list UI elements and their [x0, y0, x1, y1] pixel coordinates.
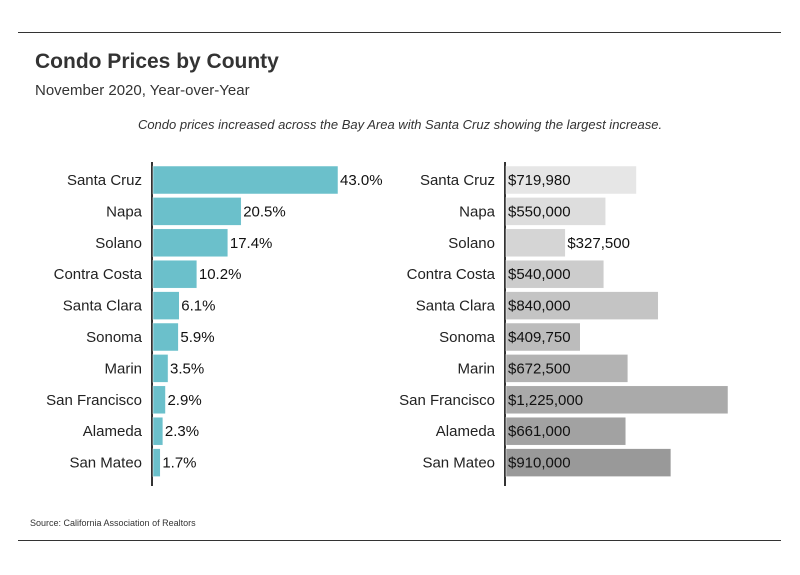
percent-change-chart: Santa Cruz 43.0% Napa 20.5% Solano 17.4% Contr…: [46, 162, 383, 486]
price-value-label: $327,500: [567, 235, 630, 252]
price-value-label: $550,000: [508, 203, 571, 220]
price-bar: [505, 385, 729, 415]
price-value-label: $1,225,000: [508, 392, 583, 409]
pct-bar: [152, 448, 161, 477]
source-note: Source: California Association of Realto…: [30, 518, 196, 528]
pct-bar: [152, 291, 180, 320]
pct-value-label: 10.2%: [199, 266, 242, 283]
price-bar: [505, 291, 659, 320]
pct-category-label: San Mateo: [69, 455, 142, 472]
price-category-label: Marin: [457, 360, 495, 377]
price-category-label: Sonoma: [439, 329, 496, 346]
pct-category-label: Napa: [106, 203, 143, 220]
price-value-label: $672,500: [508, 360, 571, 377]
top-rule: [18, 32, 781, 33]
price-value-label: $540,000: [508, 266, 571, 283]
price-category-label: San Francisco: [399, 392, 495, 409]
pct-bar: [152, 228, 229, 258]
pct-category-label: Santa Clara: [63, 298, 143, 315]
pct-value-label: 2.3%: [165, 423, 199, 440]
pct-bar: [152, 259, 198, 289]
pct-category-label: San Francisco: [46, 392, 142, 409]
price-bar: [505, 448, 672, 477]
pct-category-label: Marin: [104, 360, 142, 377]
pct-value-label: 6.1%: [181, 298, 215, 315]
pct-bar: [152, 354, 169, 383]
chart-title: Condo Prices by County: [35, 50, 279, 73]
price-value-label: $840,000: [508, 298, 571, 315]
bottom-rule: [18, 540, 781, 541]
pct-category-label: Contra Costa: [54, 266, 143, 283]
pct-value-label: 20.5%: [243, 203, 286, 220]
price-bar: [505, 197, 606, 226]
price-bar: [505, 416, 627, 446]
price-bar: [505, 259, 605, 289]
price-bar: [505, 228, 566, 258]
pct-bar: [152, 197, 242, 226]
price-bar: [505, 322, 581, 352]
pct-category-label: Alameda: [83, 423, 143, 440]
median-price-chart: Santa Cruz $719,980 Napa $550,000 Solano $327…: [399, 162, 729, 486]
price-category-label: Santa Clara: [416, 298, 496, 315]
price-value-label: $910,000: [508, 455, 571, 472]
pct-value-label: 1.7%: [162, 455, 196, 472]
pct-category-label: Solano: [95, 235, 142, 252]
pct-bar: [152, 322, 179, 352]
pct-category-label: Santa Cruz: [67, 172, 142, 189]
chart-note: Condo prices increased across the Bay Ar…: [137, 117, 663, 132]
price-category-label: San Mateo: [422, 455, 495, 472]
price-category-label: Napa: [459, 203, 496, 220]
pct-value-label: 2.9%: [167, 392, 201, 409]
pct-bar: [152, 385, 166, 415]
pct-bar: [152, 165, 339, 195]
pct-bar: [152, 416, 164, 446]
price-category-label: Solano: [448, 235, 495, 252]
pct-value-label: 5.9%: [180, 329, 214, 346]
price-category-label: Alameda: [436, 423, 496, 440]
pct-value-label: 3.5%: [170, 360, 204, 377]
price-bar: [505, 165, 637, 195]
pct-value-label: 17.4%: [230, 235, 273, 252]
price-value-label: $409,750: [508, 329, 571, 346]
chart-subtitle: November 2020, Year-over-Year: [35, 82, 250, 99]
pct-category-label: Sonoma: [86, 329, 143, 346]
price-category-label: Contra Costa: [407, 266, 496, 283]
pct-value-label: 43.0%: [340, 172, 383, 189]
price-value-label: $719,980: [508, 172, 571, 189]
price-bar: [505, 354, 629, 383]
price-value-label: $661,000: [508, 423, 571, 440]
price-category-label: Santa Cruz: [420, 172, 495, 189]
